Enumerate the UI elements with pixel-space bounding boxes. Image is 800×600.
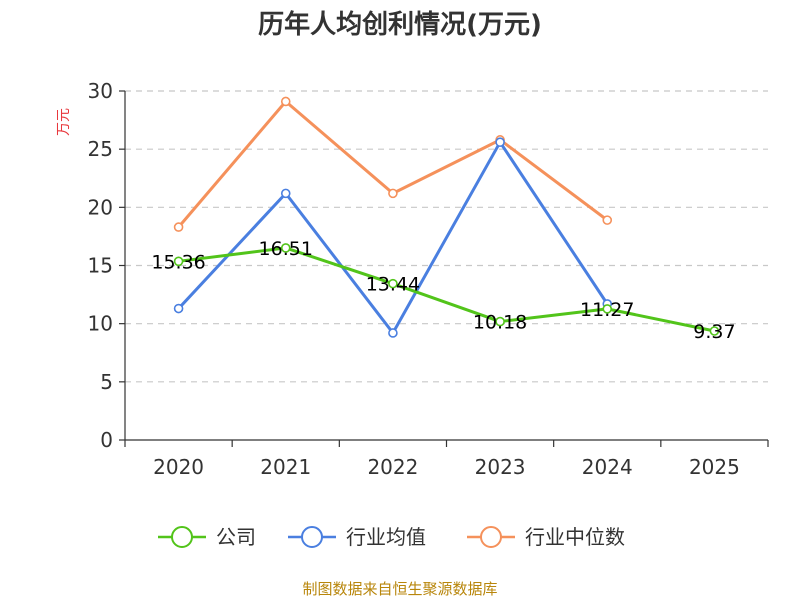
legend-marker-1: [301, 526, 323, 548]
data-label: 11.27: [580, 299, 634, 321]
data-point: [280, 96, 291, 107]
data-point: [495, 137, 505, 147]
legend-label-0: 公司: [216, 525, 256, 549]
data-label: 10.18: [473, 312, 527, 334]
data-point: [280, 243, 291, 253]
legend-label-1: 行业均值: [346, 525, 426, 549]
legend-label-2: 行业中位数: [525, 525, 625, 549]
y-tick-label: 20: [88, 195, 113, 219]
data-point: [602, 215, 613, 225]
x-tick-label: 2021: [260, 455, 311, 479]
x-tick-label: 2023: [475, 455, 526, 479]
y-axis-label: 万元: [56, 108, 72, 136]
legend[interactable]: 公司 行业均值 行业中位数: [158, 525, 625, 549]
y-tick-label: 25: [88, 137, 113, 161]
source-note: 制图数据来自恒生聚源数据库: [302, 580, 498, 598]
series-lines: [173, 96, 720, 338]
legend-marker-0: [171, 526, 193, 548]
data-point: [173, 303, 184, 314]
data-point: [388, 328, 398, 338]
grid-lines: [125, 90, 768, 383]
x-tick-label: 2024: [582, 455, 633, 479]
data-point: [495, 316, 505, 327]
data-point: [173, 222, 184, 232]
y-tick-label: 30: [88, 79, 113, 103]
data-point: [280, 188, 291, 199]
x-tick-label: 2022: [367, 455, 418, 479]
data-label: 9.37: [693, 321, 735, 343]
y-tick-label: 10: [88, 312, 113, 336]
data-point: [709, 326, 720, 336]
data-point: [602, 304, 613, 314]
data-point: [173, 256, 184, 267]
data-label: 15.36: [151, 251, 205, 273]
data-point: [388, 188, 398, 199]
y-tick-label: 0: [100, 428, 113, 452]
series-line-0: [178, 246, 715, 333]
legend-marker-2: [480, 526, 502, 548]
chart-title: 历年人均创利情况(万元): [258, 9, 542, 40]
x-tick-label: 2025: [689, 455, 740, 479]
data-label: 16.51: [259, 238, 313, 260]
data-labels: 15.36 16.51 13.44 10.18 11.27 9.37: [151, 238, 735, 343]
y-tick-label: 5: [100, 370, 113, 394]
x-tick-label: 2020: [153, 455, 204, 479]
data-point: [388, 278, 398, 289]
data-label: 13.44: [366, 274, 420, 296]
y-tick-label: 15: [88, 254, 113, 278]
